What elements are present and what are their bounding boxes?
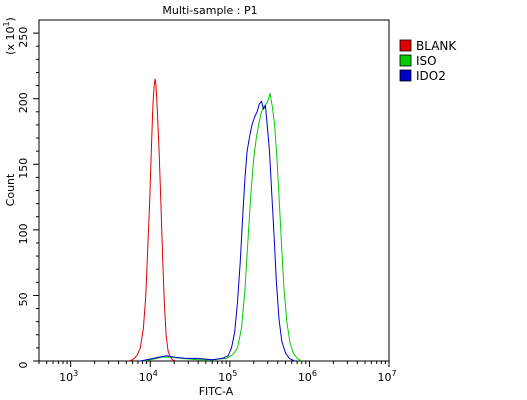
legend-label-iso: ISO — [416, 54, 437, 68]
x-tick-exponent: 6 — [312, 369, 317, 378]
y-axis-label: Count — [4, 173, 17, 206]
y-tick-label: 0 — [17, 362, 30, 369]
svg-text:(x 101): (x 101) — [2, 17, 17, 55]
plot-frame — [38, 19, 390, 362]
x-tick-base: 10 — [377, 371, 391, 384]
y-axis: 0 50 100 150 200 250 — [17, 27, 39, 369]
chart-title: Multi-sample : P1 — [162, 4, 257, 17]
y-multiplier-base: (x 10 — [4, 27, 17, 55]
x-tick-exponent: 7 — [391, 369, 396, 378]
legend-swatch-ido2 — [399, 69, 412, 82]
legend-label-ido2: IDO2 — [416, 69, 446, 83]
y-multiplier-close: ) — [4, 17, 17, 21]
x-tick-exponent: 5 — [232, 369, 237, 378]
y-multiplier-label: (x 101) — [2, 17, 17, 55]
x-tick-exponent: 3 — [73, 369, 78, 378]
x-tick-base: 10 — [298, 371, 312, 384]
x-tick-label: 105 — [218, 369, 237, 384]
legend-swatch-blank — [399, 39, 412, 52]
series-layer — [128, 78, 302, 362]
legend-label-blank: BLANK — [416, 39, 457, 53]
x-axis: 103 104 105 106 107 — [38, 361, 397, 384]
y-tick-label: 50 — [17, 292, 30, 306]
legend-swatch-iso — [399, 54, 412, 67]
x-tick-base: 10 — [218, 371, 232, 384]
series-line-ido2 — [140, 100, 295, 362]
y-tick-label: 200 — [17, 92, 30, 113]
x-tick-label: 104 — [139, 369, 158, 384]
x-tick-base: 10 — [59, 371, 73, 384]
y-multiplier-exponent: 1 — [2, 21, 11, 26]
x-tick-base: 10 — [139, 371, 153, 384]
series-line-iso — [142, 92, 302, 362]
x-tick-exponent: 4 — [153, 369, 158, 378]
y-tick-label: 250 — [17, 27, 30, 48]
y-tick-label: 150 — [17, 158, 30, 179]
y-tick-label: 100 — [17, 223, 30, 244]
x-tick-label: 103 — [59, 369, 78, 384]
x-tick-label: 106 — [298, 369, 317, 384]
x-tick-label: 107 — [377, 369, 396, 384]
series-line-blank — [128, 78, 177, 362]
x-axis-label: FITC-A — [199, 385, 234, 398]
